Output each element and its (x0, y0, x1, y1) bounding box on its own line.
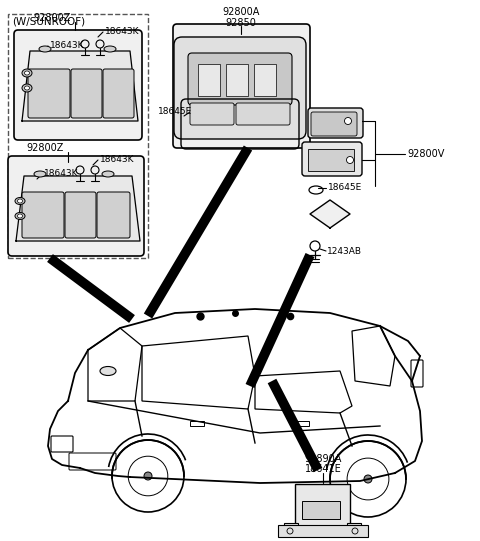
Text: 92800Z: 92800Z (33, 13, 71, 23)
Bar (278, 525, 368, 537)
Ellipse shape (22, 84, 32, 92)
FancyBboxPatch shape (173, 24, 310, 148)
Bar (198, 64, 220, 96)
Ellipse shape (39, 46, 51, 52)
Bar (254, 64, 276, 96)
Polygon shape (16, 176, 140, 241)
FancyBboxPatch shape (65, 192, 96, 238)
Ellipse shape (104, 46, 116, 52)
Polygon shape (22, 51, 138, 121)
Bar (295, 421, 309, 426)
Ellipse shape (24, 86, 29, 90)
Ellipse shape (24, 71, 29, 75)
Bar (284, 523, 298, 531)
Text: 18641E: 18641E (305, 464, 341, 474)
FancyBboxPatch shape (174, 37, 306, 139)
Ellipse shape (102, 171, 114, 177)
FancyBboxPatch shape (188, 53, 292, 105)
Text: (W/SUNROOF): (W/SUNROOF) (12, 16, 85, 26)
FancyBboxPatch shape (302, 142, 362, 176)
FancyBboxPatch shape (28, 69, 70, 118)
Ellipse shape (17, 199, 23, 203)
Text: 92850: 92850 (226, 18, 256, 28)
Ellipse shape (347, 156, 353, 163)
FancyBboxPatch shape (97, 192, 130, 238)
FancyBboxPatch shape (308, 108, 363, 138)
Ellipse shape (15, 197, 25, 204)
FancyBboxPatch shape (22, 192, 64, 238)
Ellipse shape (15, 213, 25, 220)
Text: 18643K: 18643K (50, 42, 84, 50)
Bar (295, 484, 350, 526)
Polygon shape (310, 200, 350, 228)
Text: 92800A: 92800A (222, 7, 260, 17)
Text: 18643K: 18643K (44, 169, 79, 179)
Ellipse shape (144, 472, 152, 480)
FancyBboxPatch shape (311, 112, 357, 136)
Text: 18645E: 18645E (328, 183, 362, 193)
FancyBboxPatch shape (236, 103, 290, 125)
Bar (308, 149, 354, 171)
FancyBboxPatch shape (103, 69, 134, 118)
Text: 92800Z: 92800Z (26, 143, 64, 153)
Ellipse shape (17, 214, 23, 218)
Text: 18645E: 18645E (158, 108, 192, 116)
FancyBboxPatch shape (71, 69, 102, 118)
Bar (226, 64, 248, 96)
Bar (302, 501, 340, 519)
Text: 92890A: 92890A (304, 454, 342, 464)
Text: 92800V: 92800V (407, 149, 444, 159)
Text: 18643K: 18643K (100, 155, 134, 164)
Ellipse shape (364, 475, 372, 483)
Text: 1243AB: 1243AB (327, 247, 362, 255)
FancyBboxPatch shape (8, 156, 144, 256)
Ellipse shape (345, 117, 351, 124)
Bar (347, 523, 361, 531)
FancyBboxPatch shape (190, 103, 234, 125)
Ellipse shape (22, 69, 32, 77)
Text: 18643K: 18643K (105, 28, 140, 36)
Ellipse shape (100, 366, 116, 375)
Bar (8, 14, 148, 258)
Ellipse shape (34, 171, 46, 177)
FancyBboxPatch shape (14, 30, 142, 140)
Bar (190, 421, 204, 426)
